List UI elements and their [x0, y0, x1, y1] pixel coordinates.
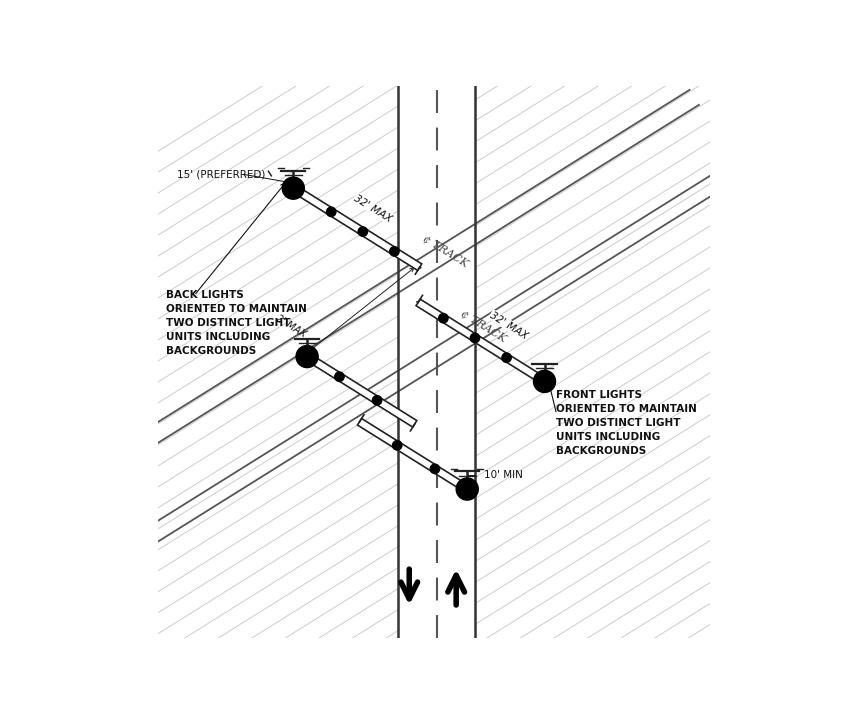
Circle shape: [430, 464, 440, 473]
Text: BACK LIGHTS
ORIENTED TO MAINTAIN
TWO DISTINCT LIGHT
UNITS INCLUDING
BACKGROUNDS: BACK LIGHTS ORIENTED TO MAINTAIN TWO DIS…: [166, 290, 307, 356]
Circle shape: [470, 333, 479, 343]
Circle shape: [439, 313, 448, 323]
Text: 10' MIN: 10' MIN: [484, 470, 523, 480]
Polygon shape: [357, 419, 469, 493]
Circle shape: [534, 371, 556, 392]
Circle shape: [327, 207, 336, 217]
Text: 2' MAX: 2' MAX: [274, 313, 307, 339]
Text: 32' MAX: 32' MAX: [352, 193, 394, 224]
Polygon shape: [305, 353, 417, 427]
Text: ¢ TRACK: ¢ TRACK: [421, 234, 469, 270]
Circle shape: [358, 227, 368, 237]
Circle shape: [282, 177, 304, 199]
Circle shape: [373, 396, 382, 405]
Circle shape: [457, 478, 479, 500]
Text: 32' MAX: 32' MAX: [488, 310, 529, 341]
Text: ¢ TRACK: ¢ TRACK: [459, 308, 508, 344]
Circle shape: [392, 441, 402, 450]
Circle shape: [296, 346, 318, 368]
Circle shape: [502, 353, 512, 362]
Bar: [398, 86, 475, 638]
Circle shape: [390, 247, 399, 256]
Circle shape: [335, 372, 344, 381]
Polygon shape: [291, 185, 422, 270]
Text: 15' (PREFERRED): 15' (PREFERRED): [177, 169, 266, 179]
Text: FRONT LIGHTS
ORIENTED TO MAINTAIN
TWO DISTINCT LIGHT
UNITS INCLUDING
BACKGROUNDS: FRONT LIGHTS ORIENTED TO MAINTAIN TWO DI…: [556, 390, 696, 456]
Polygon shape: [416, 299, 546, 385]
